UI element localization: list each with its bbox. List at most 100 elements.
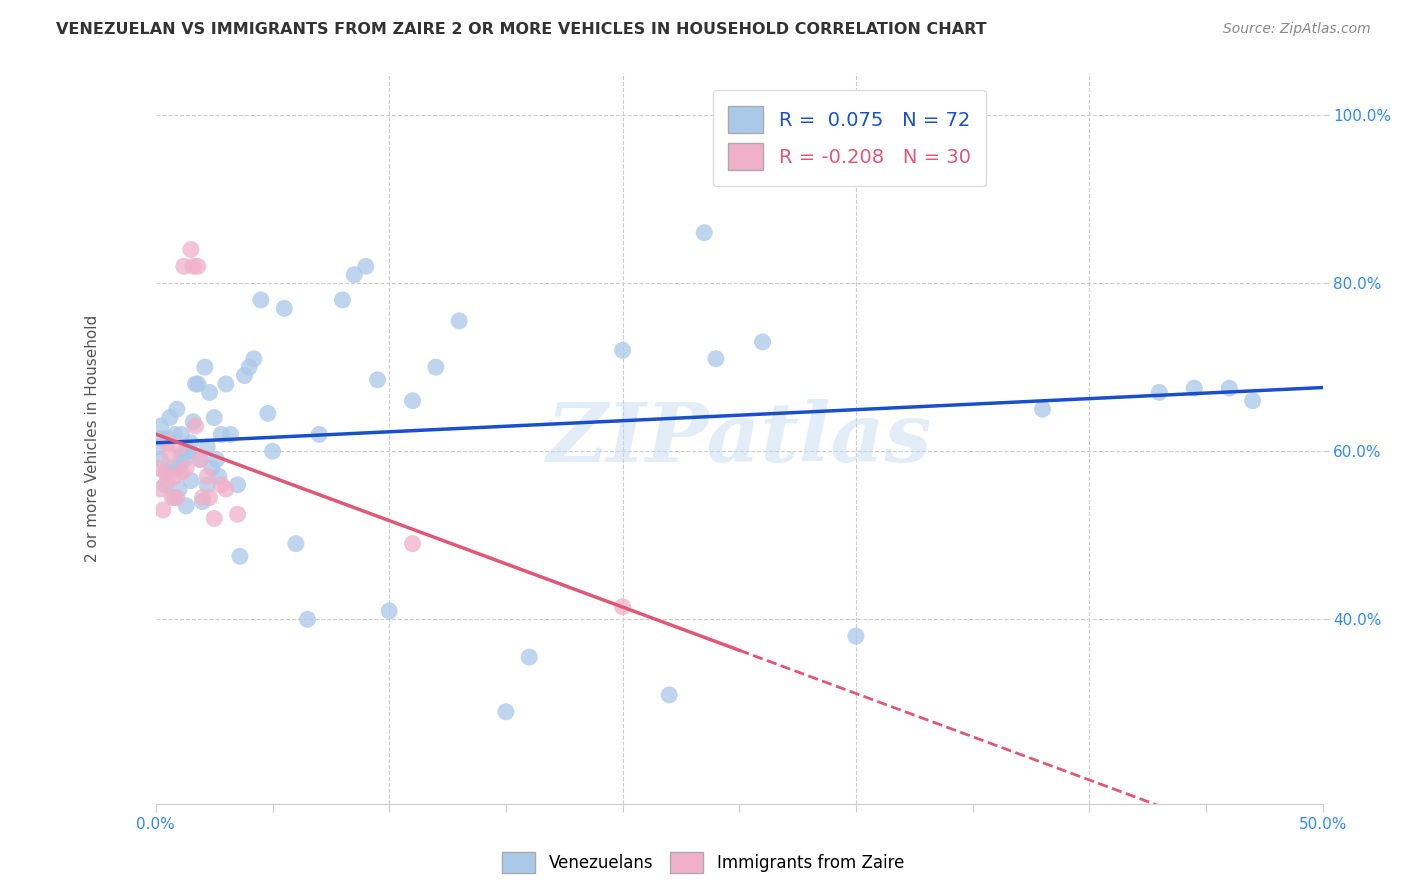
Point [156,465,179,479]
Point [495,705,517,719]
Point [149,482,172,496]
Point [187,260,209,274]
Point [205,452,228,467]
Point [401,536,423,550]
Point [156,432,179,446]
Point [658,688,681,702]
Point [167,482,190,496]
Point [160,461,183,475]
Point [173,260,195,274]
Point [202,410,225,425]
Point [184,419,207,434]
Point [184,376,207,391]
Point [209,427,232,442]
Point [198,385,221,400]
Point [194,360,217,375]
Point [215,482,238,496]
Point [343,268,366,282]
Point [152,503,174,517]
Point [233,368,256,383]
Point [425,360,447,375]
Point [174,444,197,458]
Point [153,465,176,479]
Point [226,478,249,492]
Point [149,419,172,434]
Point [297,612,319,626]
Point [163,427,186,442]
Point [378,604,401,618]
Point [226,507,249,521]
Point [1241,393,1264,408]
Point [180,435,202,450]
Point [229,549,252,564]
Point [332,293,354,307]
Point [262,444,284,458]
Point [284,536,307,550]
Point [1147,385,1170,400]
Point [148,440,170,454]
Point [174,499,197,513]
Point [191,494,214,508]
Point [170,427,193,442]
Point [215,376,238,391]
Point [187,376,209,391]
Point [308,427,330,442]
Point [1182,381,1205,395]
Point [208,469,231,483]
Point [202,511,225,525]
Point [153,478,176,492]
Point [693,226,716,240]
Point [148,461,170,475]
Point [250,293,273,307]
Point [257,406,280,420]
Point [167,461,190,475]
Point [163,491,186,505]
Point [163,469,186,483]
Point [219,427,242,442]
Point [401,393,423,408]
Point [177,444,200,458]
Point [180,474,202,488]
Point [173,452,195,467]
Point [170,449,193,463]
Point [181,260,204,274]
Point [181,415,204,429]
Point [1032,402,1054,417]
Point [612,343,634,358]
Point [170,465,193,479]
Point [751,334,773,349]
Legend: R =  0.075   N = 72, R = -0.208   N = 30: R = 0.075 N = 72, R = -0.208 N = 30 [713,90,986,186]
Point [149,452,172,467]
Point [166,491,188,505]
Point [174,461,197,475]
Point [354,260,377,274]
Legend: Venezuelans, Immigrants from Zaire: Venezuelans, Immigrants from Zaire [495,846,911,880]
Point [367,373,389,387]
Point [156,435,179,450]
Point [191,491,214,505]
Point [517,650,540,665]
Point [273,301,295,316]
Point [612,599,634,614]
Point [1218,381,1240,395]
Text: VENEZUELAN VS IMMIGRANTS FROM ZAIRE 2 OR MORE VEHICLES IN HOUSEHOLD CORRELATION : VENEZUELAN VS IMMIGRANTS FROM ZAIRE 2 OR… [56,22,987,37]
Point [238,360,260,375]
Text: ZIPatlas: ZIPatlas [547,399,932,479]
Point [159,410,181,425]
Point [198,491,221,505]
Y-axis label: 2 or more Vehicles in Household: 2 or more Vehicles in Household [86,315,100,562]
Point [195,478,218,492]
Point [180,243,202,257]
Point [195,440,218,454]
Point [152,432,174,446]
Point [166,402,188,417]
Point [810,150,832,164]
Point [156,474,179,488]
Point [188,452,211,467]
Point [845,629,868,643]
Point [167,440,190,454]
Point [195,469,218,483]
Text: Source: ZipAtlas.com: Source: ZipAtlas.com [1223,22,1371,37]
Point [159,449,181,463]
Point [201,461,224,475]
